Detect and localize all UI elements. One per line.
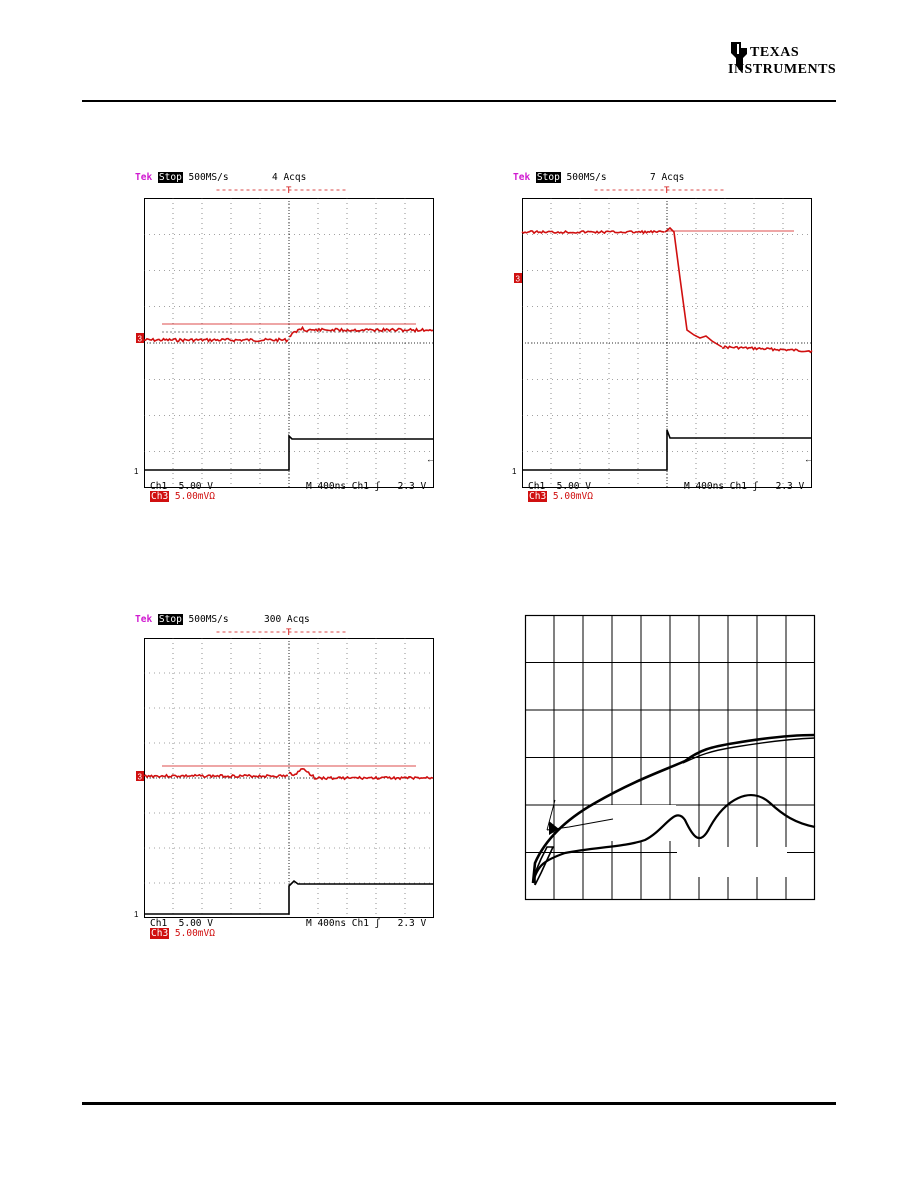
ch1-trace <box>144 879 434 915</box>
ch1-readout: Ch1 5.00 V <box>150 481 213 492</box>
sample-rate: 500MS/s <box>188 172 229 183</box>
timebase-readout: M 400ns Ch1 ʃ 2.3 V <box>684 481 805 492</box>
ch3-trace-after <box>288 767 434 781</box>
scope-graticule: T 3 1 ← <box>134 186 435 488</box>
ch1-ground-marker: 1 <box>512 467 517 476</box>
acquisitions-count: 300 Acqs <box>264 614 310 625</box>
ch3-readout: Ch3 5.00mVΩ <box>528 491 593 502</box>
brand-label: Tek <box>513 172 531 183</box>
ch1-readout: Ch1 5.00 V <box>528 481 591 492</box>
ch3-trace-before <box>143 337 289 343</box>
scope-screen-3: Tek Stop 500MS/s 300 Acqs T 3 1 Ch1 5.00 V… <box>130 610 440 950</box>
brand-label: Tek <box>135 172 153 183</box>
logo-line-1: Texas <box>750 45 800 60</box>
scope-header: Tek Stop 500MS/s <box>135 172 229 183</box>
acquisitions-count: 7 Acqs <box>650 172 685 183</box>
scope-graticule: T 3 1 ← <box>512 186 813 488</box>
sample-rate: 500MS/s <box>566 172 607 183</box>
ch3-ground-marker <box>514 273 522 283</box>
trigger-t-marker: T <box>664 186 670 196</box>
ch3-trace-after <box>721 345 813 354</box>
ch3-ground-marker <box>136 333 144 343</box>
start-loop <box>534 846 555 886</box>
ti-logo-icon <box>731 42 747 70</box>
ch3-readout: Ch3 5.00mVΩ <box>150 928 215 939</box>
state-badge: Stop <box>157 614 183 625</box>
lower-curve <box>531 794 816 884</box>
ch3-ground-marker-label: 3 <box>516 275 521 284</box>
ch1-trace <box>522 429 812 471</box>
callout-arrow-icon <box>549 821 559 835</box>
timebase-readout: M 400ns Ch1 ʃ 2.3 V <box>306 481 427 492</box>
scope-header: Tek Stop 500MS/s <box>135 614 229 625</box>
response-plot <box>524 614 816 901</box>
ch3-readout: Ch3 5.00mVΩ <box>150 491 215 502</box>
trigger-t-marker: T <box>286 186 292 196</box>
brand-label: Tek <box>135 614 153 625</box>
ch3-trace-after <box>288 325 434 338</box>
ch1-trace <box>144 434 434 471</box>
state-badge: Stop <box>157 172 183 183</box>
ch3-ground-marker-label: 3 <box>138 773 143 782</box>
ch3-trace-fall <box>664 226 723 348</box>
trigger-level-arrow: ← <box>804 454 813 464</box>
ch1-ground-marker: 1 <box>134 910 139 919</box>
upper-curve-band <box>682 737 816 764</box>
scope-header: Tek Stop 500MS/s <box>513 172 607 183</box>
ti-logo: Texas Instruments <box>728 38 840 80</box>
acquisitions-count: 4 Acqs <box>272 172 307 183</box>
ch3-trace-before <box>521 229 665 235</box>
label-space <box>590 805 676 841</box>
scope-screen-1: Tek Stop 500MS/s 4 Acqs T 3 1 ← Ch1 5.00 V … <box>130 168 440 508</box>
state-badge: Stop <box>535 172 561 183</box>
ch1-readout: Ch1 5.00 V <box>150 918 213 929</box>
header-rule <box>82 100 836 102</box>
label-space-group <box>590 805 787 877</box>
sample-rate: 500MS/s <box>188 614 229 625</box>
ch3-trace-before <box>143 773 289 779</box>
ch3-ground-marker <box>136 771 144 781</box>
label-space <box>677 847 787 877</box>
scope-graticule: T 3 1 <box>134 628 434 919</box>
ch3-ground-marker-label: 3 <box>138 335 143 344</box>
upper-curve <box>531 733 816 884</box>
trigger-level-arrow: ← <box>426 454 435 464</box>
logo-line-2: Instruments <box>728 62 837 77</box>
scope-screen-2: Tek Stop 500MS/s 7 Acqs T 3 1 ← Ch1 5.00 V … <box>508 168 818 508</box>
footer-rule <box>82 1102 836 1105</box>
trigger-t-marker: T <box>286 628 292 638</box>
timebase-readout: M 400ns Ch1 ʃ 2.3 V <box>306 918 427 929</box>
ch1-ground-marker: 1 <box>134 467 139 476</box>
